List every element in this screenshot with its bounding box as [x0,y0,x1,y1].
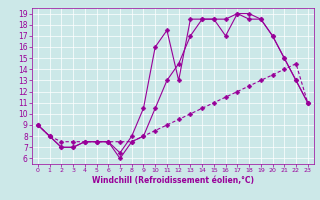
X-axis label: Windchill (Refroidissement éolien,°C): Windchill (Refroidissement éolien,°C) [92,176,254,185]
